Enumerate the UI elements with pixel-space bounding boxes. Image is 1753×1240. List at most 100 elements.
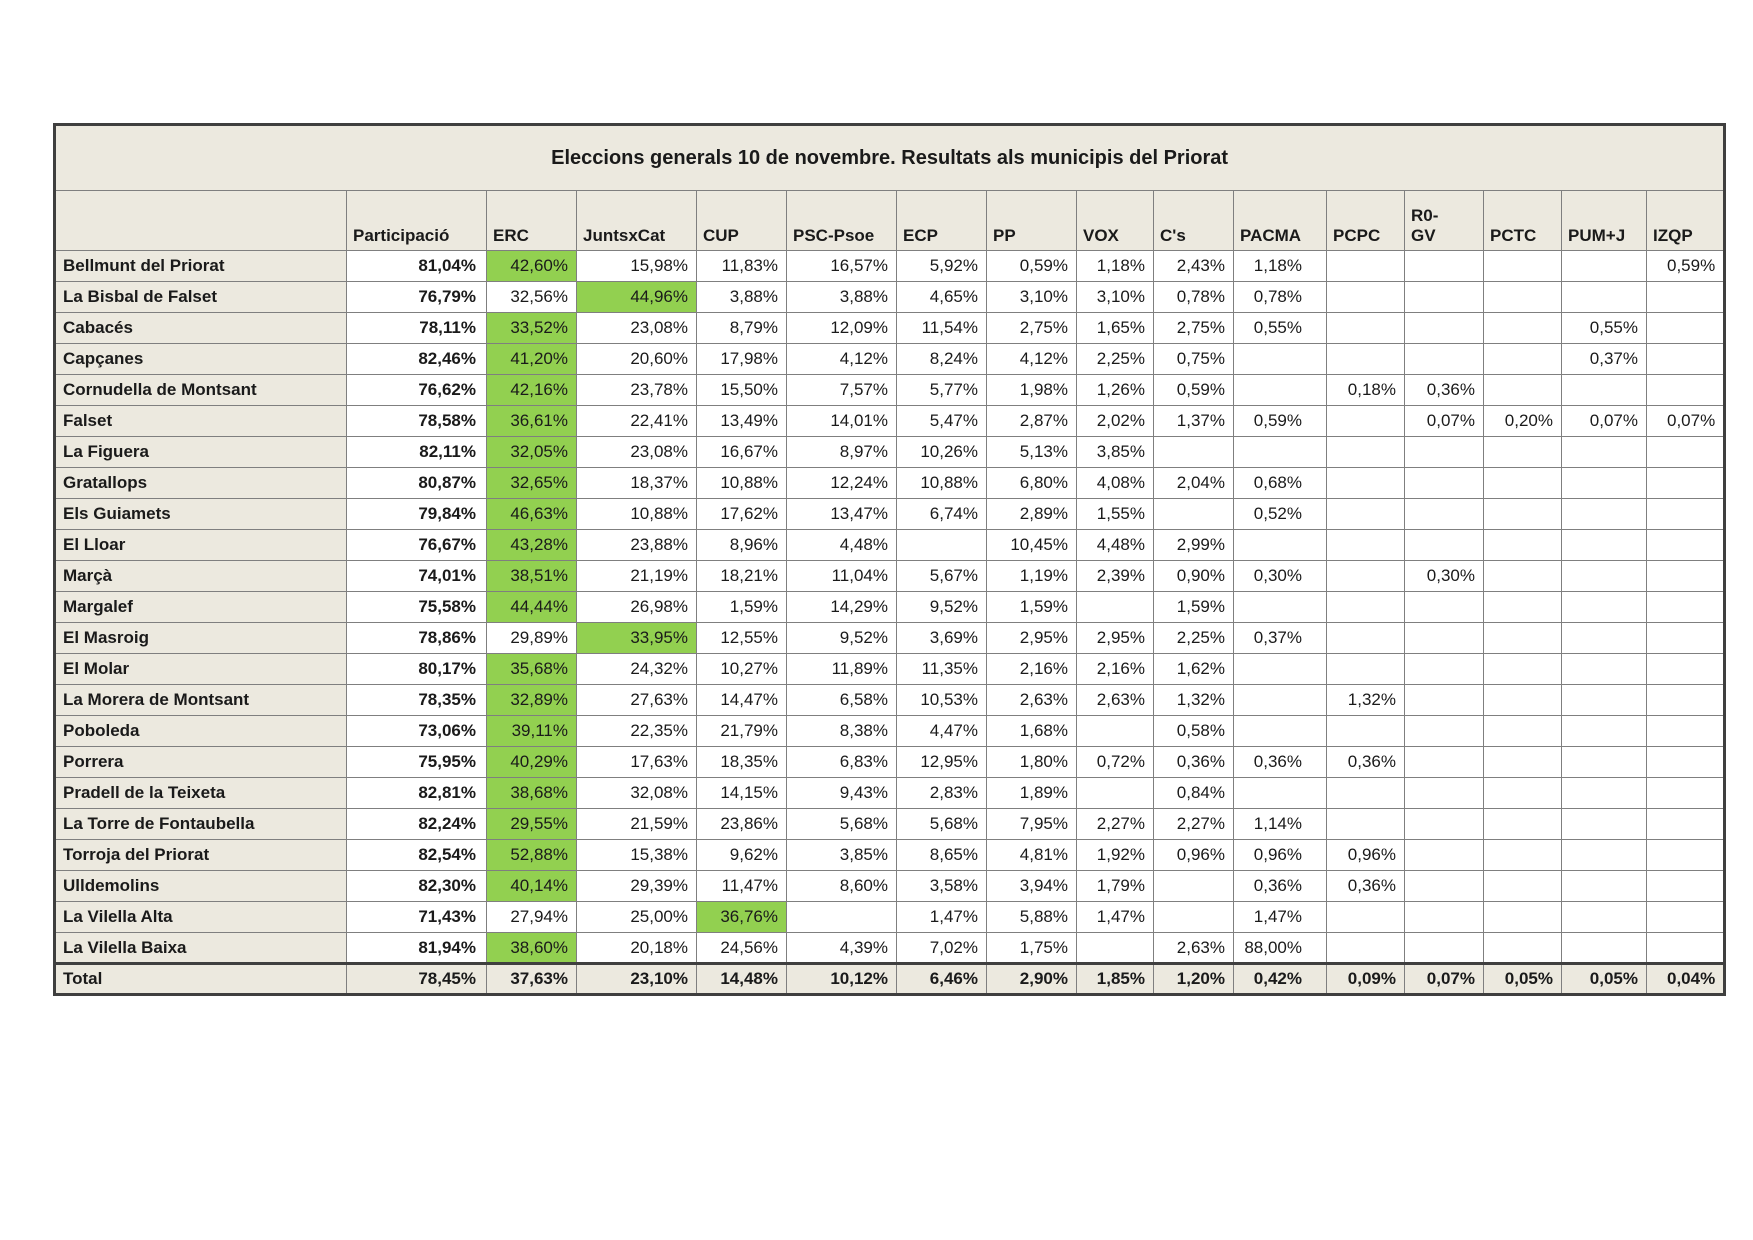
cell-participacio: 78,45% <box>346 962 487 995</box>
column-header-cup: CUP <box>696 190 787 251</box>
cell-ecp: 2,83% <box>896 777 987 809</box>
cell-pumj <box>1561 467 1647 499</box>
cell-erc: 32,56% <box>486 281 577 313</box>
cell-pumj <box>1561 901 1647 933</box>
cell-psc: 8,38% <box>786 715 897 747</box>
cell-izqp: 0,07% <box>1645 405 1726 437</box>
cell-pp: 2,63% <box>986 684 1077 716</box>
cell-pp: 1,68% <box>986 715 1077 747</box>
column-header-ecp: ECP <box>896 190 987 251</box>
cell-rogv <box>1404 622 1484 654</box>
cell-juntsxcat: 20,18% <box>576 932 697 964</box>
cell-cup: 17,62% <box>696 498 787 530</box>
cell-pcpc <box>1326 281 1405 313</box>
column-header-pcpc: PCPC <box>1326 190 1405 251</box>
cell-pacma: 0,59% <box>1233 405 1327 437</box>
cell-pp: 3,10% <box>986 281 1077 313</box>
cell-rogv <box>1404 498 1484 530</box>
cell-cs: 2,25% <box>1153 622 1234 654</box>
cell-rogv <box>1404 312 1484 344</box>
cell-pp: 0,59% <box>986 250 1077 282</box>
cell-pumj <box>1561 715 1647 747</box>
cell-vox: 2,25% <box>1076 343 1154 375</box>
cell-ecp: 10,53% <box>896 684 987 716</box>
cell-pacma <box>1233 591 1327 623</box>
table-row: Marçà 74,01% 38,51% 21,19% 18,21% 11,04% 5,67%… <box>54 560 1726 592</box>
cell-participacio: 81,04% <box>346 250 487 282</box>
table-title: Eleccions generals 10 de novembre. Resul… <box>53 124 1726 191</box>
cell-cs: 0,75% <box>1153 343 1234 375</box>
cell-pcpc <box>1326 808 1405 840</box>
cell-ecp: 11,54% <box>896 312 987 344</box>
cell-participacio: 78,86% <box>346 622 487 654</box>
table-row: Ulldemolins 82,30% 40,14% 29,39% 11,47% 8,60%… <box>54 870 1726 902</box>
cell-vox <box>1076 932 1154 964</box>
cell-vox: 1,55% <box>1076 498 1154 530</box>
cell-pacma: 0,36% <box>1233 746 1327 778</box>
cell-psc: 16,57% <box>786 250 897 282</box>
cell-rogv <box>1404 932 1484 964</box>
cell-erc: 42,60% <box>486 250 577 282</box>
cell-erc: 46,63% <box>486 498 577 530</box>
cell-pp: 1,89% <box>986 777 1077 809</box>
cell-pcpc: 0,36% <box>1326 870 1405 902</box>
cell-pacma <box>1233 343 1327 375</box>
cell-izqp <box>1645 653 1726 685</box>
cell-pcpc <box>1326 777 1405 809</box>
cell-pcpc <box>1326 653 1405 685</box>
cell-ecp: 3,69% <box>896 622 987 654</box>
cell-pumj <box>1561 932 1647 964</box>
cell-juntsxcat: 21,59% <box>576 808 697 840</box>
cell-pctc <box>1483 281 1562 313</box>
cell-rogv <box>1404 684 1484 716</box>
cell-pacma <box>1233 715 1327 747</box>
municipality-name: Porrera <box>54 746 347 778</box>
cell-cup: 9,62% <box>696 839 787 871</box>
cell-psc: 4,48% <box>786 529 897 561</box>
cell-participacio: 78,35% <box>346 684 487 716</box>
cell-ecp: 7,02% <box>896 932 987 964</box>
cell-cup: 8,79% <box>696 312 787 344</box>
table-row: Porrera 75,95% 40,29% 17,63% 18,35% 6,83% 12,9… <box>54 746 1726 778</box>
cell-izqp <box>1645 436 1726 468</box>
cell-psc: 9,43% <box>786 777 897 809</box>
cell-izqp <box>1645 870 1726 902</box>
cell-participacio: 81,94% <box>346 932 487 964</box>
column-header-pumj: PUM+J <box>1561 190 1647 251</box>
table-row: La Figuera 82,11% 32,05% 23,08% 16,67% 8,97% 1… <box>54 436 1726 468</box>
cell-participacio: 82,54% <box>346 839 487 871</box>
cell-pp: 5,13% <box>986 436 1077 468</box>
table-row: La Vilella Baixa 81,94% 38,60% 20,18% 24,56%… <box>54 932 1726 964</box>
cell-juntsxcat: 20,60% <box>576 343 697 375</box>
cell-ecp: 4,65% <box>896 281 987 313</box>
table-row: Gratallops 80,87% 32,65% 18,37% 10,88% 12,24%… <box>54 467 1726 499</box>
cell-erc: 40,14% <box>486 870 577 902</box>
municipality-name: La Morera de Montsant <box>54 684 347 716</box>
cell-pp: 10,45% <box>986 529 1077 561</box>
cell-ecp: 6,46% <box>896 962 987 995</box>
cell-cup: 14,48% <box>696 962 787 995</box>
cell-izqp <box>1645 839 1726 871</box>
cell-pctc <box>1483 312 1562 344</box>
cell-cs <box>1153 901 1234 933</box>
cell-ecp: 8,24% <box>896 343 987 375</box>
cell-pacma <box>1233 436 1327 468</box>
cell-pumj <box>1561 591 1647 623</box>
cell-pctc <box>1483 777 1562 809</box>
cell-pumj <box>1561 374 1647 406</box>
cell-pumj <box>1561 498 1647 530</box>
cell-pcpc <box>1326 932 1405 964</box>
cell-erc: 29,55% <box>486 808 577 840</box>
cell-pp: 5,88% <box>986 901 1077 933</box>
cell-vox: 4,08% <box>1076 467 1154 499</box>
cell-participacio: 74,01% <box>346 560 487 592</box>
cell-erc: 41,20% <box>486 343 577 375</box>
cell-juntsxcat: 18,37% <box>576 467 697 499</box>
cell-izqp <box>1645 498 1726 530</box>
municipality-name: Capçanes <box>54 343 347 375</box>
cell-vox: 2,02% <box>1076 405 1154 437</box>
cell-rogv <box>1404 467 1484 499</box>
cell-cs: 2,63% <box>1153 932 1234 964</box>
cell-izqp <box>1645 715 1726 747</box>
cell-izqp <box>1645 343 1726 375</box>
